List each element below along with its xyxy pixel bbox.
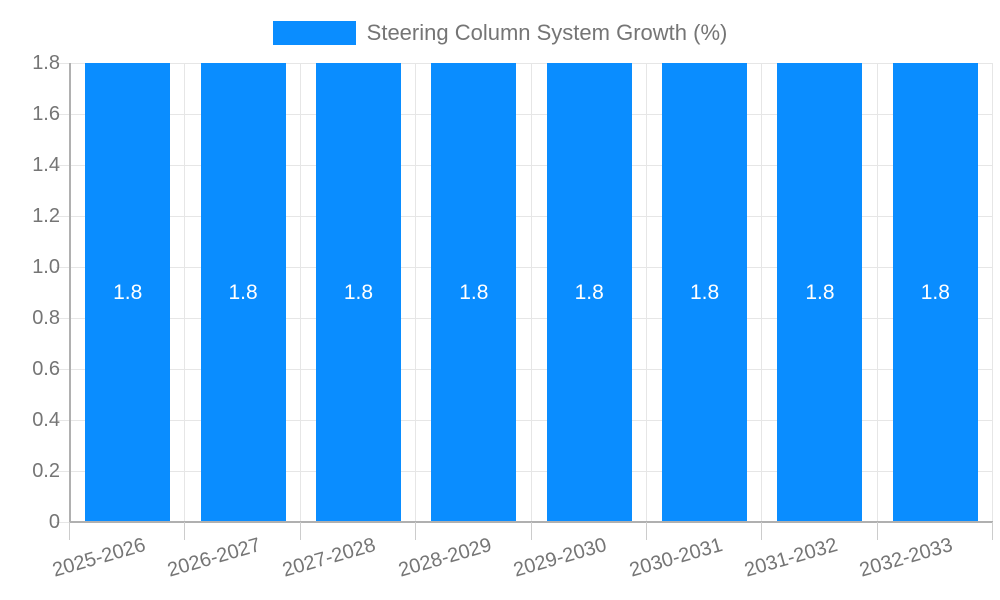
y-gridline <box>56 267 993 268</box>
x-gridline <box>530 63 532 522</box>
y-tick-label: 1.0 <box>32 255 60 278</box>
bar-cell: 1.8 <box>301 63 416 522</box>
bar-cell: 1.8 <box>532 63 647 522</box>
x-axis-labels: 2025-2026 2026-2027 2027-2028 2028-2029 2029… <box>50 522 993 600</box>
x-tick-mark <box>69 522 70 540</box>
y-tick-label: 1.2 <box>32 204 60 227</box>
bar-cell: 1.8 <box>762 63 877 522</box>
x-tick-mark <box>299 522 301 540</box>
y-gridline <box>56 63 993 64</box>
y-axis-line <box>69 63 71 522</box>
x-tick-mark <box>530 522 532 540</box>
x-tick-mark <box>415 522 417 540</box>
bar[interactable]: 1.8 <box>662 63 748 522</box>
x-tick-label: 2029-2030 <box>511 534 610 582</box>
y-tick-label: 0.8 <box>32 307 60 329</box>
y-tick-label: 1.8 <box>32 52 60 74</box>
y-tick-label: 0.6 <box>32 357 60 380</box>
bar[interactable]: 1.8 <box>315 63 401 522</box>
y-gridline <box>56 318 993 319</box>
legend: Steering Column System Growth (%) <box>0 20 1000 46</box>
x-tick-label: 2032-2033 <box>857 534 956 582</box>
bar-cell: 1.8 <box>416 63 531 522</box>
bar-cell: 1.8 <box>647 63 762 522</box>
x-tick-mark <box>184 522 186 540</box>
x-tick-label: 2026-2027 <box>165 534 264 582</box>
bar[interactable]: 1.8 <box>892 63 978 522</box>
bar-cell: 1.8 <box>878 63 993 522</box>
y-tick-label: 1.6 <box>32 102 60 125</box>
x-axis-line <box>70 521 993 523</box>
y-gridline <box>56 114 993 115</box>
x-gridline <box>184 63 186 522</box>
bar-value-label: 1.8 <box>689 280 720 304</box>
bar-value-label: 1.8 <box>113 280 143 304</box>
x-gridline <box>415 63 417 522</box>
bar-cell: 1.8 <box>185 63 300 522</box>
bar-value-label: 1.8 <box>459 280 489 304</box>
x-gridline <box>761 63 763 522</box>
y-axis-labels: 0 0.2 0.4 0.6 0.8 1.0 1.2 1.4 1.6 1.8 <box>0 52 60 533</box>
x-tick-mark <box>876 522 878 540</box>
x-gridline <box>876 63 878 522</box>
y-gridline <box>56 215 993 217</box>
y-gridline <box>56 368 993 370</box>
x-gridline <box>645 63 647 522</box>
x-tick-label: 2025-2026 <box>49 534 148 582</box>
bar-value-label: 1.8 <box>805 280 835 304</box>
x-tick-label: 2030-2031 <box>626 534 725 582</box>
y-tick-label: 0.4 <box>32 409 60 431</box>
bar[interactable]: 1.8 <box>200 63 286 522</box>
bar[interactable]: 1.8 <box>546 63 632 522</box>
bar-value-label: 1.8 <box>920 280 950 304</box>
plot-area: 1.8 1.8 1.8 1.8 1.8 1.8 1.8 1.8 <box>56 63 993 540</box>
y-gridline <box>56 420 993 421</box>
bar[interactable]: 1.8 <box>431 63 517 522</box>
bar-value-label: 1.8 <box>228 280 258 304</box>
y-tick-label: 0 <box>48 511 60 533</box>
bar-cell: 1.8 <box>70 63 185 522</box>
y-gridline <box>56 471 993 472</box>
x-gridline <box>992 63 993 522</box>
x-tick-mark <box>645 522 647 540</box>
y-tick-label: 0.2 <box>32 459 60 482</box>
x-tick-mark <box>761 522 763 540</box>
legend-swatch <box>272 21 356 45</box>
x-tick-label: 2027-2028 <box>280 534 379 582</box>
bar-value-label: 1.8 <box>574 280 604 304</box>
y-tick-mark <box>56 522 70 523</box>
legend-label: Steering Column System Growth (%) <box>366 20 728 45</box>
x-tick-label: 2031-2032 <box>741 534 841 582</box>
x-gridline <box>299 63 301 522</box>
x-tick-label: 2028-2029 <box>395 534 494 582</box>
y-gridline <box>56 165 993 166</box>
bar[interactable]: 1.8 <box>85 63 171 522</box>
bar[interactable]: 1.8 <box>777 63 863 522</box>
bar-value-label: 1.8 <box>343 280 374 304</box>
x-tick-mark <box>992 522 993 540</box>
y-tick-label: 1.4 <box>32 153 60 176</box>
